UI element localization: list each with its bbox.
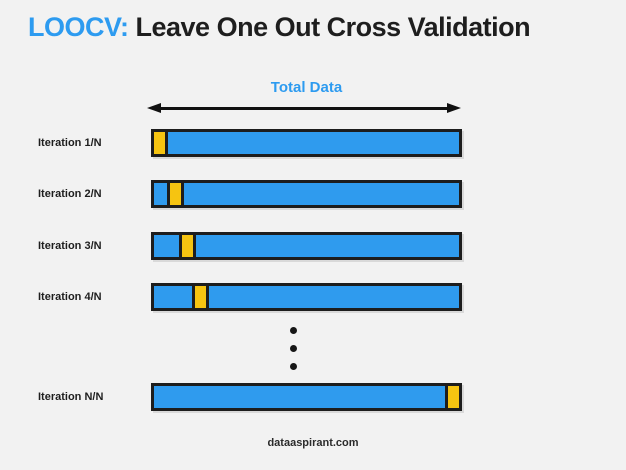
iteration-label: Iteration 3/N: [38, 240, 102, 252]
iteration-label: Iteration N/N: [38, 391, 104, 403]
train-data-bar: [151, 283, 462, 311]
train-data-bar: [151, 129, 462, 157]
ellipsis-dot-icon: [290, 363, 297, 370]
ellipsis-dot-icon: [290, 345, 297, 352]
test-sample-slice: [192, 286, 209, 308]
train-data-bar: [151, 232, 462, 260]
title-rest: Leave One Out Cross Validation: [128, 12, 531, 42]
arrow-shaft: [155, 107, 453, 110]
title-highlight: LOOCV:: [28, 12, 129, 42]
train-data-bar: [151, 180, 462, 208]
iteration-row: Iteration 4/N: [0, 283, 626, 311]
iteration-row: Iteration 1/N: [0, 129, 626, 157]
page-title: LOOCV: Leave One Out Cross Validation: [28, 12, 531, 43]
arrow-right-head-icon: [447, 103, 461, 113]
iteration-label: Iteration 1/N: [38, 137, 102, 149]
total-data-arrow: [147, 103, 461, 115]
iteration-label: Iteration 2/N: [38, 188, 102, 200]
total-data-label: Total Data: [270, 79, 343, 96]
iteration-label: Iteration 4/N: [38, 291, 102, 303]
ellipsis-dots: [290, 327, 298, 381]
ellipsis-dot-icon: [290, 327, 297, 334]
footer-credit: dataaspirant.com: [267, 437, 359, 449]
train-data-bar: [151, 383, 462, 411]
iteration-row: Iteration 2/N: [0, 180, 626, 208]
test-sample-slice: [179, 235, 196, 257]
test-sample-slice: [445, 386, 459, 408]
test-sample-slice: [167, 183, 184, 205]
test-sample-slice: [154, 132, 168, 154]
arrow-left-head-icon: [147, 103, 161, 113]
iteration-row: Iteration N/N: [0, 383, 626, 411]
iteration-row: Iteration 3/N: [0, 232, 626, 260]
